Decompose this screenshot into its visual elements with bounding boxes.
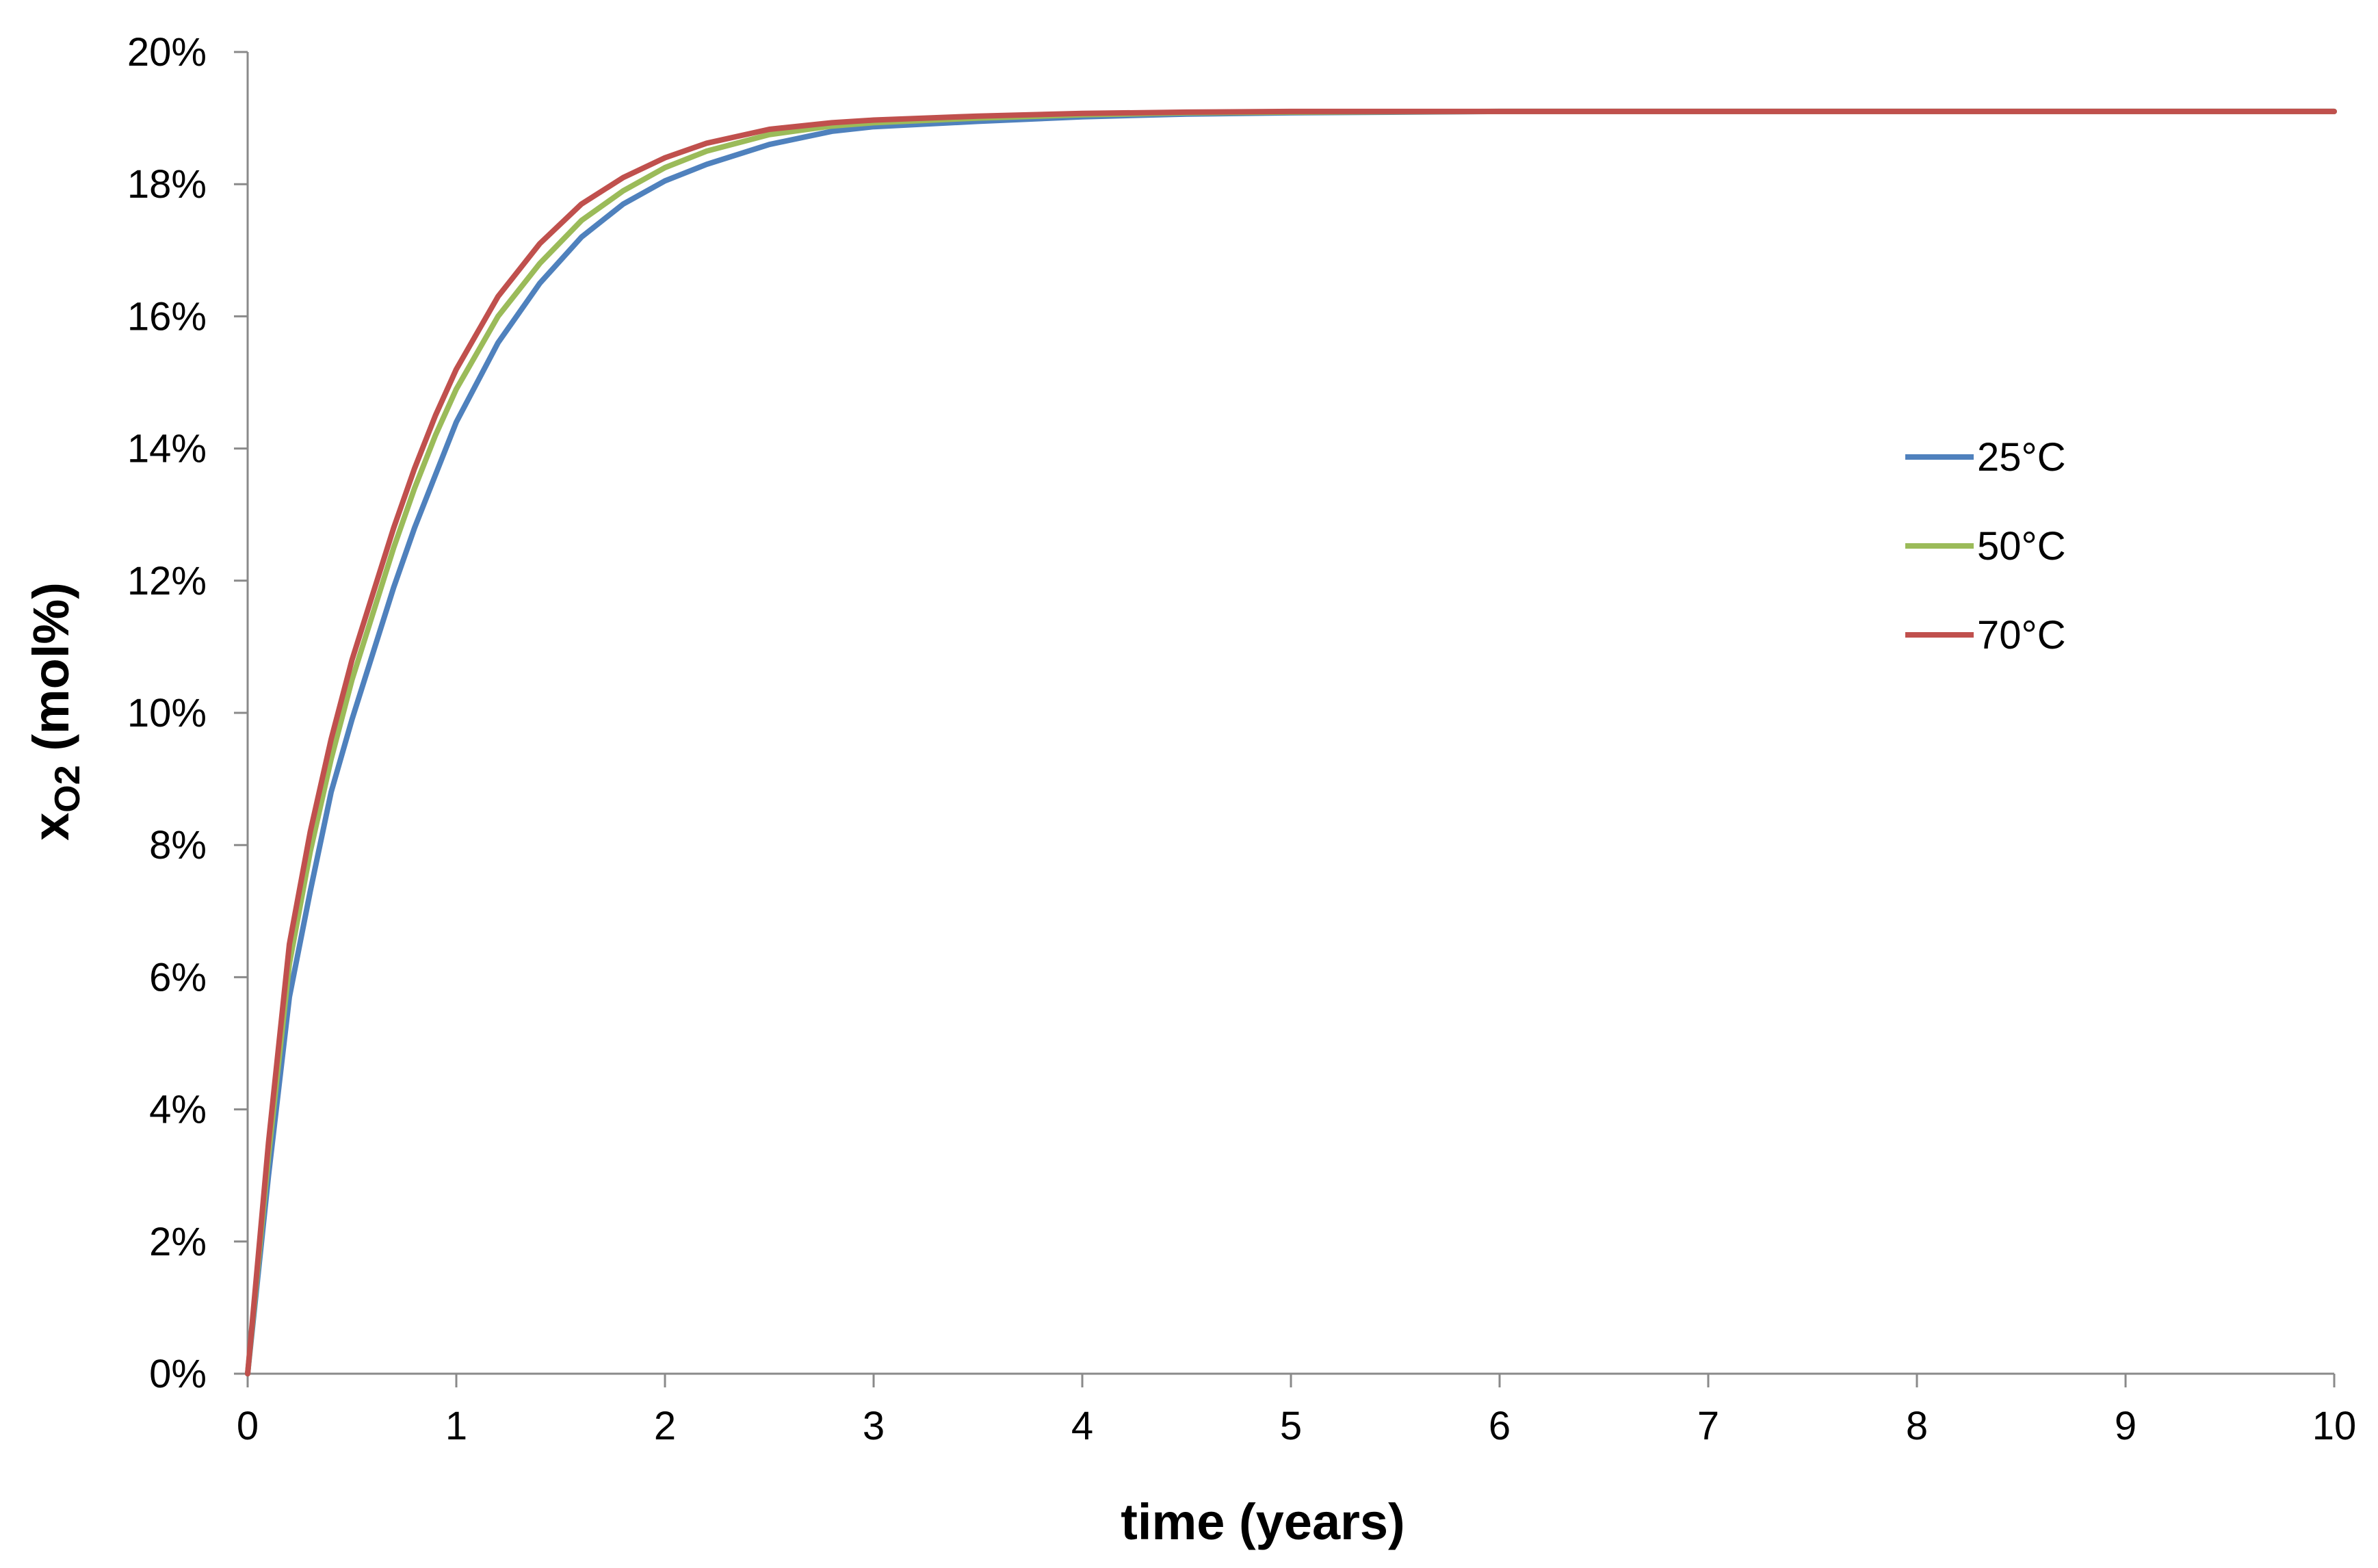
x-tick-label: 0 — [237, 1404, 259, 1448]
x-axis-title: time (years) — [1121, 1493, 1404, 1550]
y-axis-title-subscript: O2 — [48, 765, 88, 812]
x-tick-label: 3 — [863, 1404, 885, 1448]
legend: 25°C 50°C 70°C — [1905, 435, 2066, 657]
x-tick-label: 7 — [1697, 1404, 1719, 1448]
x-tick-label: 1 — [445, 1404, 467, 1448]
y-tick-label: 8% — [149, 823, 207, 867]
y-tick-label: 6% — [149, 955, 207, 999]
x-tick-label: 6 — [1489, 1404, 1511, 1448]
y-tick-label: 20% — [127, 30, 207, 75]
series-line-2 — [245, 108, 2337, 1376]
y-axis-ticks: 0% 2% 4% 6% 8% 10% 12% 14% 16% 18% 20% — [127, 30, 248, 1396]
y-tick-label: 18% — [127, 162, 207, 207]
y-tick-label: 16% — [127, 294, 207, 339]
y-tick-label: 2% — [149, 1220, 207, 1264]
series-lines — [245, 108, 2337, 1376]
x-tick-label: 2 — [654, 1404, 676, 1448]
y-tick-label: 10% — [127, 691, 207, 735]
y-tick-label: 0% — [149, 1352, 207, 1396]
x-axis-ticks: 0 1 2 3 4 5 6 7 8 9 10 — [237, 1374, 2356, 1448]
legend-label: 50°C — [1977, 524, 2066, 569]
y-axis-title-suffix: (mol%) — [23, 582, 79, 765]
x-tick-label: 10 — [2312, 1404, 2357, 1448]
legend-label: 25°C — [1977, 435, 2066, 480]
x-tick-label: 5 — [1280, 1404, 1302, 1448]
y-tick-label: 12% — [127, 559, 207, 603]
legend-label: 70°C — [1977, 613, 2066, 657]
y-axis-title-main: x — [23, 813, 79, 841]
x-tick-label: 4 — [1071, 1404, 1093, 1448]
y-tick-label: 4% — [149, 1088, 207, 1132]
x-tick-label: 9 — [2115, 1404, 2137, 1448]
x-tick-label: 8 — [1906, 1404, 1928, 1448]
y-tick-label: 14% — [127, 427, 207, 471]
y-axis-title: xO2 (mol%) — [23, 582, 88, 841]
